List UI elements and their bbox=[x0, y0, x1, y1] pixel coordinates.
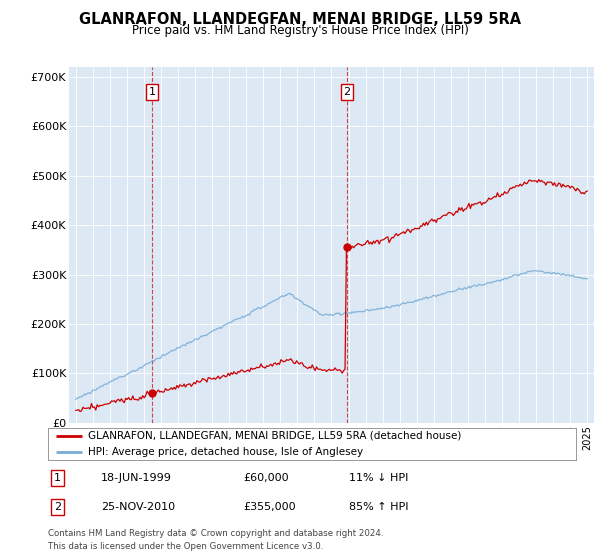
Text: 2: 2 bbox=[54, 502, 61, 512]
Text: 11% ↓ HPI: 11% ↓ HPI bbox=[349, 473, 409, 483]
Text: GLANRAFON, LLANDEGFAN, MENAI BRIDGE, LL59 5RA (detached house): GLANRAFON, LLANDEGFAN, MENAI BRIDGE, LL5… bbox=[88, 431, 461, 441]
Text: £60,000: £60,000 bbox=[244, 473, 289, 483]
Text: This data is licensed under the Open Government Licence v3.0.: This data is licensed under the Open Gov… bbox=[48, 542, 323, 550]
Text: £355,000: £355,000 bbox=[244, 502, 296, 512]
Text: HPI: Average price, detached house, Isle of Anglesey: HPI: Average price, detached house, Isle… bbox=[88, 447, 363, 457]
Text: 2: 2 bbox=[343, 87, 350, 97]
Text: GLANRAFON, LLANDEGFAN, MENAI BRIDGE, LL59 5RA: GLANRAFON, LLANDEGFAN, MENAI BRIDGE, LL5… bbox=[79, 12, 521, 27]
Text: Price paid vs. HM Land Registry's House Price Index (HPI): Price paid vs. HM Land Registry's House … bbox=[131, 24, 469, 37]
Text: 1: 1 bbox=[148, 87, 155, 97]
Text: 85% ↑ HPI: 85% ↑ HPI bbox=[349, 502, 409, 512]
Text: 18-JUN-1999: 18-JUN-1999 bbox=[101, 473, 172, 483]
Text: Contains HM Land Registry data © Crown copyright and database right 2024.: Contains HM Land Registry data © Crown c… bbox=[48, 529, 383, 538]
Text: 25-NOV-2010: 25-NOV-2010 bbox=[101, 502, 175, 512]
Text: 1: 1 bbox=[54, 473, 61, 483]
